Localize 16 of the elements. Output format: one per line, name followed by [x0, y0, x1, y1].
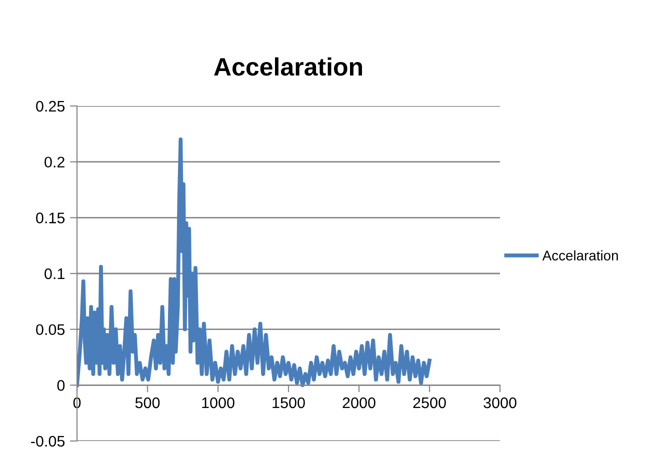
x-tick-label: 3000	[484, 397, 516, 408]
line-series	[77, 138, 432, 388]
x-tick-label: 2500	[413, 397, 446, 408]
legend-label: Accelaration	[542, 250, 618, 260]
y-tick-label: 0.15	[36, 212, 65, 224]
y-tick-label: -0.05	[31, 436, 65, 447]
y-tick-label: 0.05	[36, 324, 65, 336]
y-tick-label: 0.25	[36, 100, 65, 112]
chart-title: Accelaration	[214, 57, 362, 76]
y-tick-label: 0.2	[44, 156, 64, 168]
y-tick-label: 0.1	[44, 268, 64, 280]
y-tick-label: 0	[57, 380, 65, 391]
x-tick-label: 500	[135, 397, 160, 408]
x-tick-label: 1000	[202, 397, 234, 408]
x-tick-label: 1500	[272, 397, 305, 408]
x-tick-label: 2000	[342, 397, 376, 408]
